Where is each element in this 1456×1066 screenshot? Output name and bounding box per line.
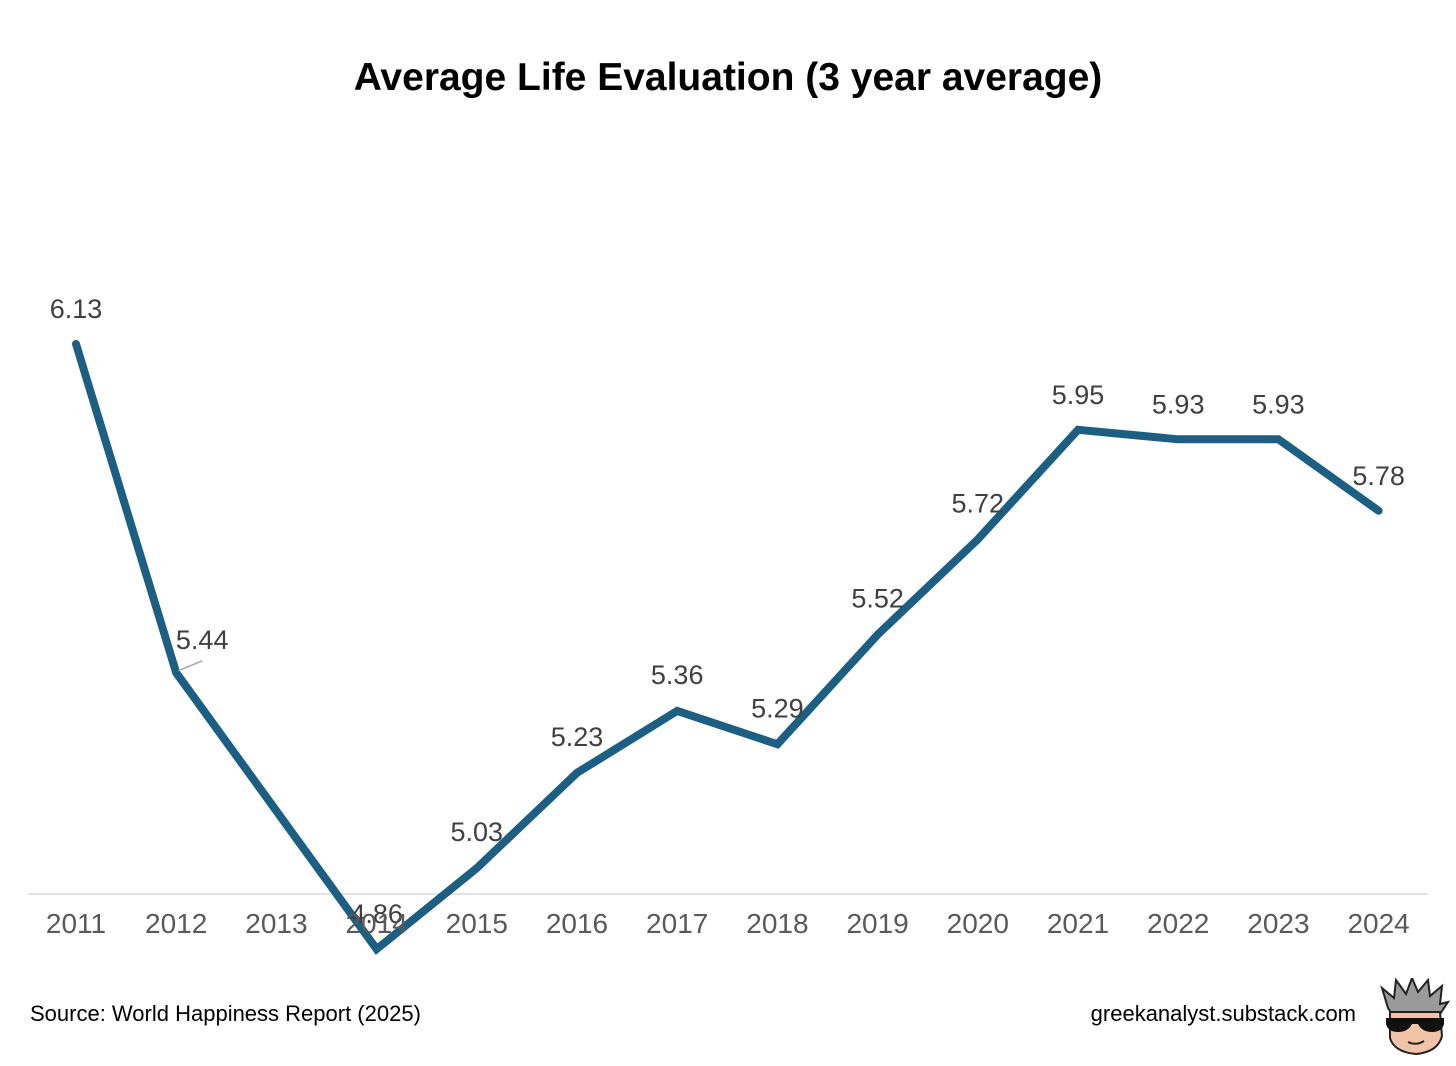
x-tick-label-2011: 2011 [46, 908, 106, 939]
x-tick-label-2017: 2017 [646, 908, 708, 939]
data-label-2017: 5.36 [651, 660, 704, 690]
data-label-2021: 5.95 [1052, 380, 1105, 410]
x-tick-label-2020: 2020 [947, 908, 1009, 939]
data-label-2022: 5.93 [1152, 389, 1205, 419]
data-label-2015: 5.03 [451, 817, 504, 847]
x-tick-label-2012: 2012 [145, 908, 207, 939]
data-label-2014: 4.86 [350, 899, 403, 929]
data-label-2016: 5.23 [551, 722, 604, 752]
x-tick-label-2018: 2018 [746, 908, 808, 939]
data-label-leader-2012 [177, 660, 203, 672]
data-label-2011: 6.13 [50, 294, 103, 324]
x-tick-label-2014: 2014 [345, 908, 407, 939]
x-tick-label-2015: 2015 [446, 908, 508, 939]
x-tick-label-2022: 2022 [1147, 908, 1209, 939]
data-label-2012: 5.44 [176, 625, 229, 655]
site-credit: greekanalyst.substack.com [1090, 1001, 1356, 1026]
x-tick-label-2016: 2016 [546, 908, 608, 939]
cartoon-avatar-sunglasses-icon [1380, 978, 1450, 1056]
x-tick-label-2024: 2024 [1347, 908, 1409, 939]
data-label-2024: 5.78 [1352, 461, 1405, 491]
x-tick-label-2019: 2019 [846, 908, 908, 939]
x-tick-label-2013: 2013 [245, 908, 307, 939]
data-label-2020: 5.72 [952, 488, 1005, 518]
data-label-2023: 5.93 [1252, 389, 1305, 419]
chart-title: Average Life Evaluation (3 year average) [353, 56, 1103, 99]
series-line [72, 340, 1383, 955]
x-tick-label-2023: 2023 [1247, 908, 1309, 939]
x-tick-label-2021: 2021 [1047, 908, 1109, 939]
data-label-2019: 5.52 [851, 584, 904, 614]
source-note: Source: World Happiness Report (2025) [30, 1001, 421, 1026]
data-label-2018: 5.29 [751, 693, 804, 723]
